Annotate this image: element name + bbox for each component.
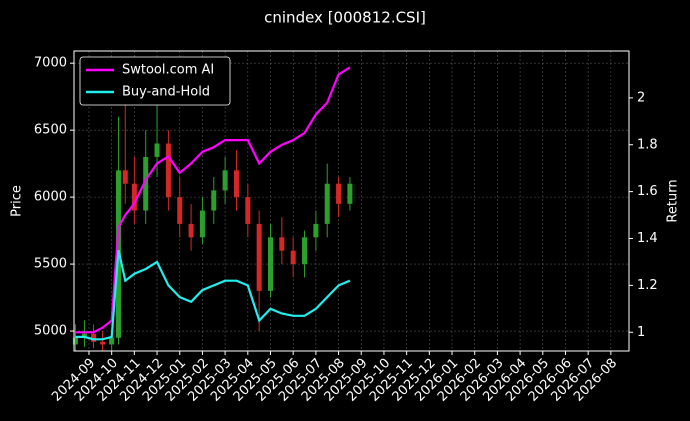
candle-body: [279, 237, 285, 251]
candle-body: [313, 223, 319, 238]
y2-tick-label: 1: [637, 325, 645, 340]
y2-tick-label: 1.6: [637, 184, 658, 199]
candle-body: [154, 143, 160, 157]
candle-body: [222, 170, 228, 191]
legend-label: Swtool.com AI: [122, 63, 214, 78]
candle-body: [143, 156, 149, 211]
candle-body: [188, 223, 194, 238]
candle-body: [267, 237, 273, 291]
candle-body: [109, 337, 115, 345]
chart-title: cnindex [000812.CSI]: [264, 9, 426, 27]
candle-body: [290, 250, 296, 265]
candle-body: [81, 333, 87, 338]
legend-box: [79, 56, 231, 106]
return-line: [75, 249, 351, 341]
candle-body: [165, 143, 171, 198]
candle-body: [336, 183, 342, 204]
candle-body: [199, 210, 205, 238]
candle-body: [131, 183, 137, 211]
return-line: [75, 66, 351, 334]
y-axis-label: Price: [10, 185, 25, 217]
candle-body: [347, 183, 353, 204]
y-tick-label: 5500: [34, 257, 67, 272]
candle-body: [245, 197, 251, 224]
candle-body: [100, 341, 106, 345]
legend-label: Buy-and-Hold: [122, 85, 210, 100]
y2-axis-label: Return: [666, 179, 681, 222]
y2-tick-label: 1.8: [637, 137, 658, 152]
y-tick-label: 5000: [34, 324, 67, 339]
y-tick-label: 6000: [34, 190, 67, 205]
y2-tick-label: 2: [637, 90, 645, 105]
candle-body: [122, 170, 128, 184]
y-tick-label: 7000: [34, 56, 67, 71]
plot-frame: [73, 50, 630, 352]
candle-body: [177, 197, 183, 224]
y-tick-label: 6500: [34, 123, 67, 138]
candle-body: [91, 333, 97, 342]
candle-body: [72, 337, 78, 345]
y2-tick-label: 1.4: [637, 231, 658, 246]
candle-body: [211, 190, 217, 211]
candle-body: [324, 183, 330, 224]
candle-body: [302, 237, 308, 265]
candle-body: [233, 170, 239, 198]
y2-tick-label: 1.2: [637, 278, 658, 293]
candle-body: [256, 223, 262, 291]
